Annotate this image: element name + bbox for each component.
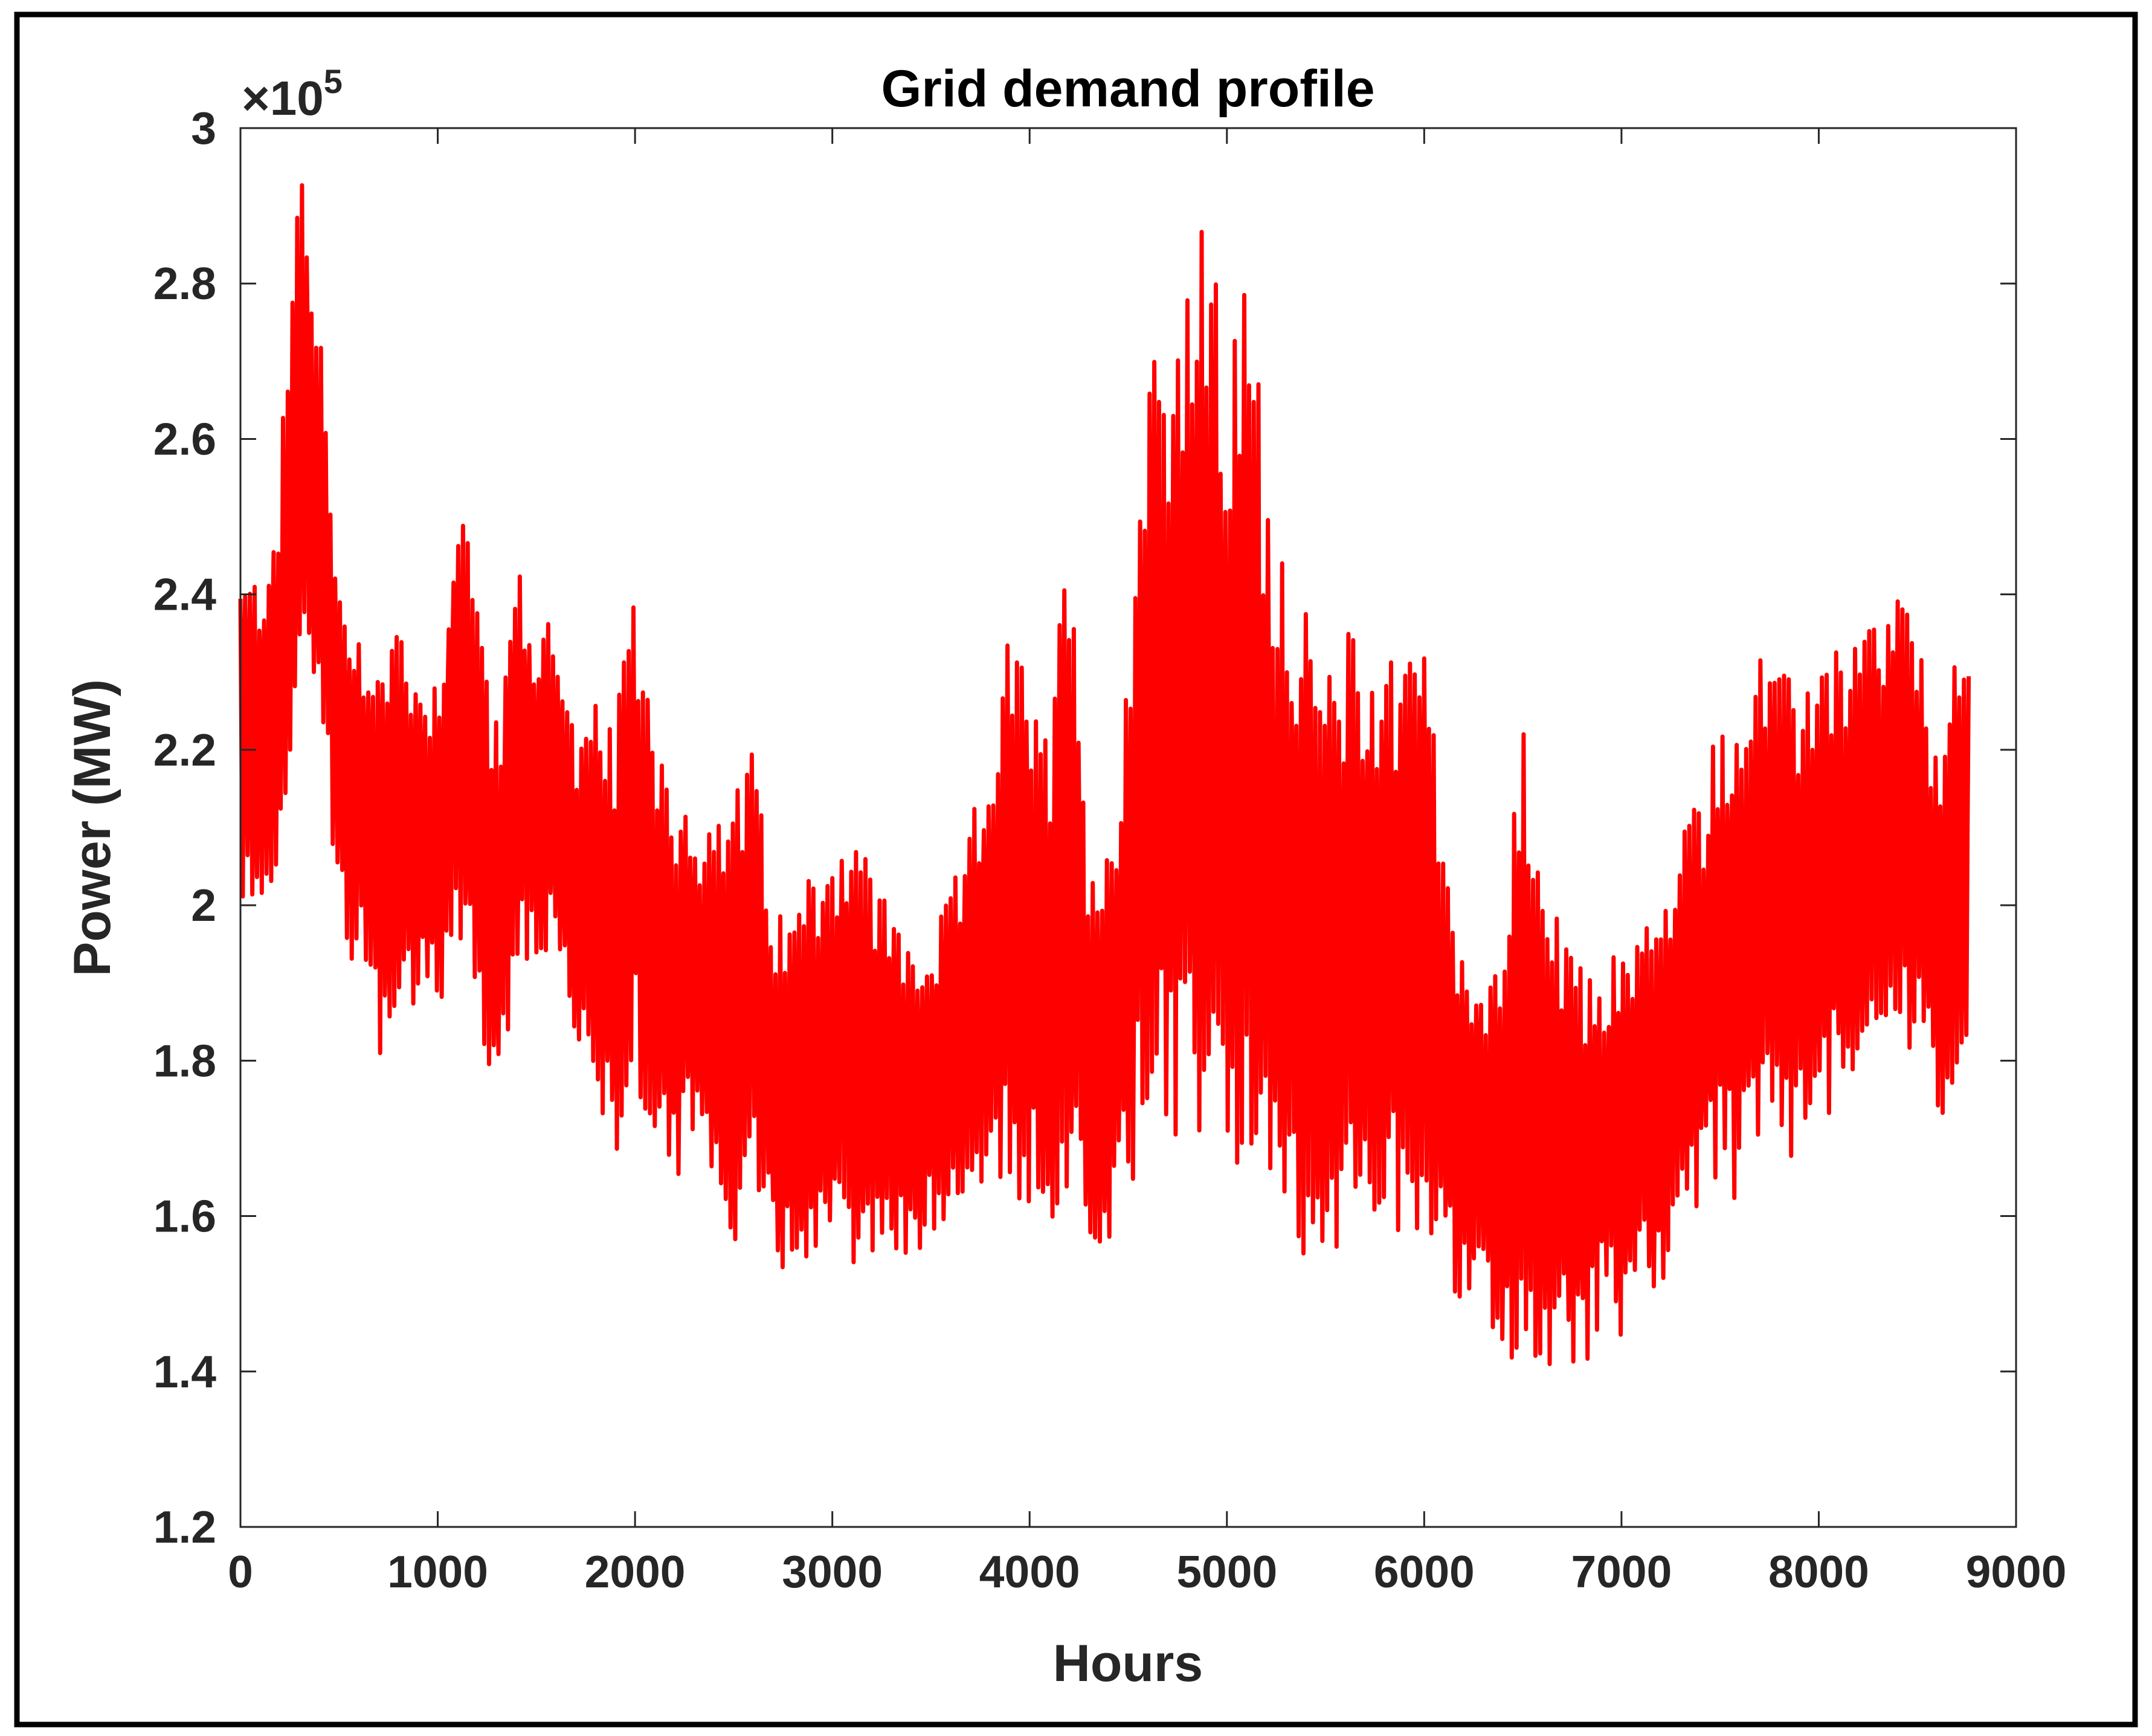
y-tick-label: 3: [191, 103, 216, 153]
y-axis-label: Power (MW): [63, 679, 121, 976]
x-axis-label: Hours: [1053, 1634, 1203, 1692]
y-tick-label: 2.4: [153, 569, 217, 620]
x-tick-label: 5000: [1176, 1546, 1277, 1597]
x-tick-label: 9000: [1966, 1546, 2067, 1597]
exponent-base: ×10: [242, 71, 324, 125]
y-tick-label: 1.6: [153, 1191, 216, 1242]
y-axis: 1.2 1.4 1.6 1.8 2 2.2 2.4 2.6 2.8 3: [153, 103, 2016, 1552]
y-tick-label: 2.8: [153, 258, 216, 309]
x-tick-label: 4000: [979, 1546, 1080, 1597]
y-exponent-label: ×105: [242, 62, 343, 125]
x-tick-label: 6000: [1374, 1546, 1475, 1597]
x-tick-label: 1000: [387, 1546, 488, 1597]
x-tick-label: 0: [228, 1546, 253, 1597]
x-axis: 0 1000 2000 3000 4000 5000 6000 7000 8000 9000: [228, 128, 2066, 1597]
x-tick-label: 3000: [782, 1546, 883, 1597]
y-tick-label: 2.6: [153, 413, 216, 464]
y-tick-label: 2: [191, 880, 216, 931]
chart-title: Grid demand profile: [881, 60, 1374, 118]
y-tick-label: 2.2: [153, 724, 216, 775]
axes-frame: [239, 127, 2017, 1528]
x-tick-label: 7000: [1571, 1546, 1672, 1597]
y-tick-label: 1.4: [153, 1346, 217, 1397]
exponent-power: 5: [324, 62, 343, 100]
x-tick-label: 2000: [585, 1546, 686, 1597]
series-line-grid-demand: [238, 183, 1971, 1366]
y-tick-label: 1.8: [153, 1035, 216, 1086]
plot-area: [238, 183, 1971, 1366]
figure-border: [14, 11, 2138, 1728]
x-tick-label: 8000: [1768, 1546, 1869, 1597]
y-tick-label: 1.2: [153, 1502, 216, 1552]
